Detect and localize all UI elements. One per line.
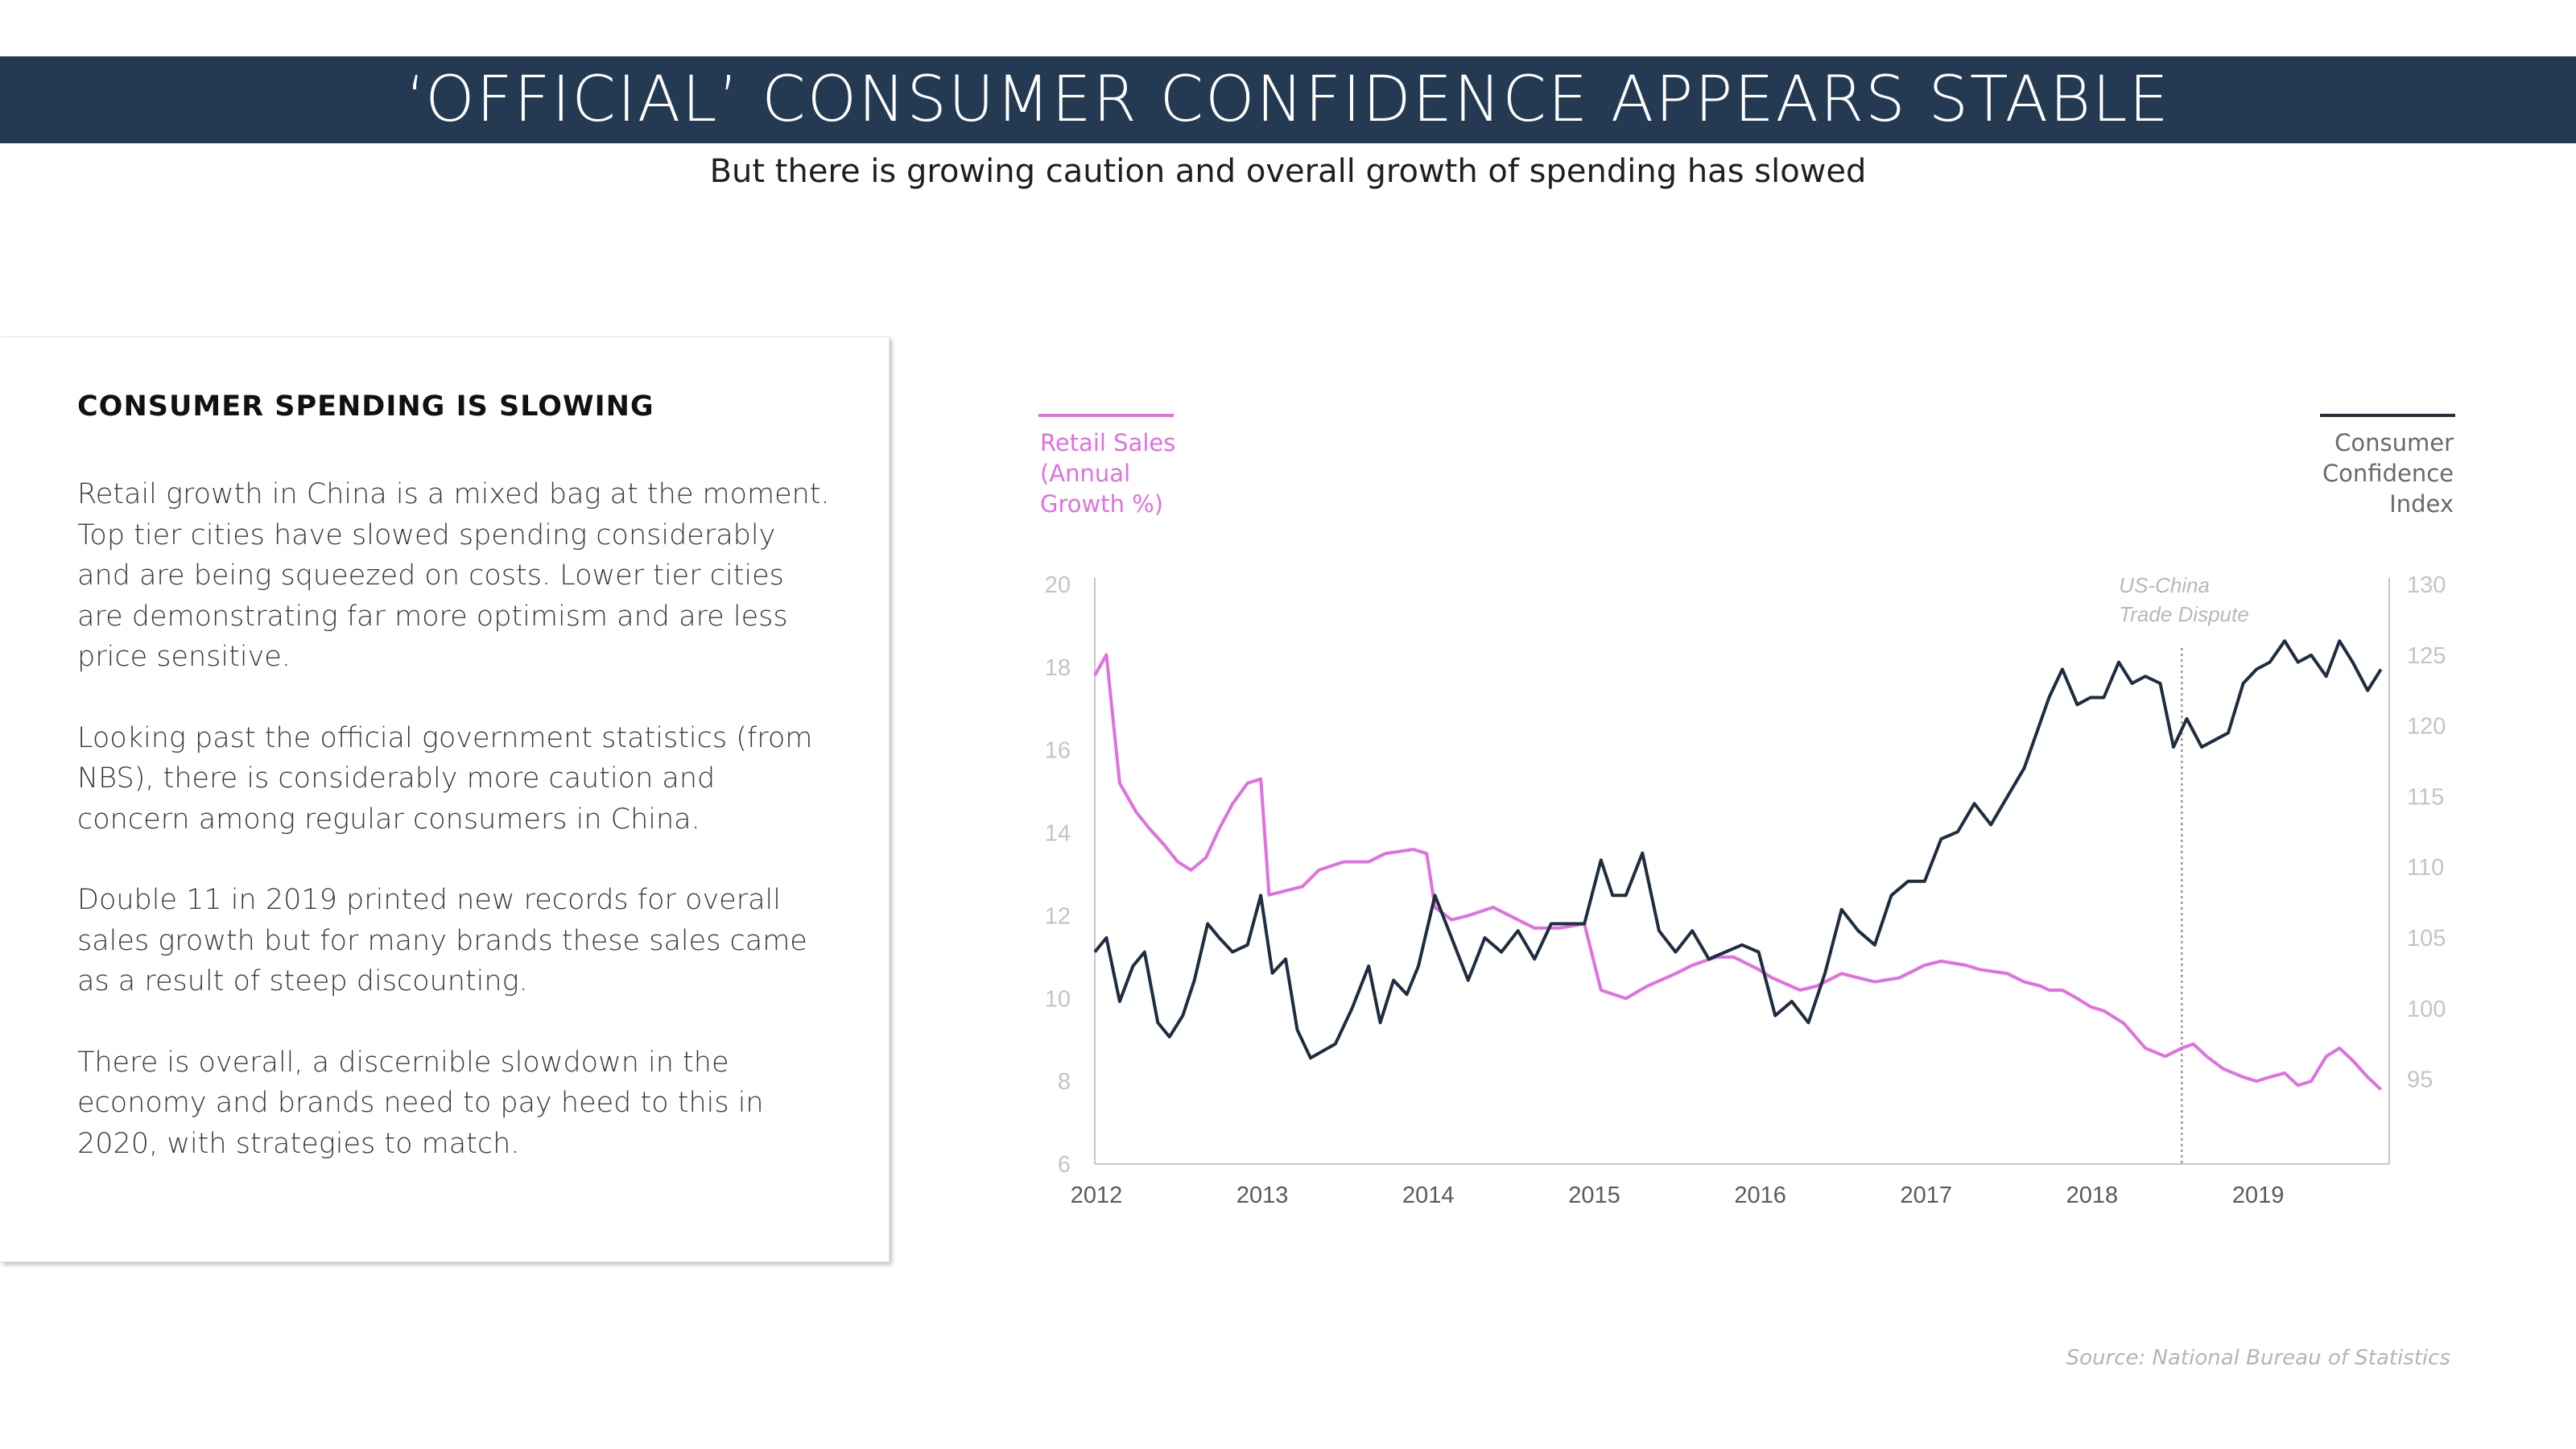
trade-dispute-label: Trade Dispute (2119, 602, 2248, 626)
y-left-tick-label: 16 (1045, 738, 1071, 764)
y-left-tick-label: 14 (1045, 821, 1071, 847)
legend-label-confidence: Index (2389, 490, 2454, 518)
card-paragraph: There is overall, a discernible slowdown… (77, 1046, 764, 1160)
y-right-tick-label: 110 (2407, 855, 2444, 881)
card-paragraph: Looking past the official government sta… (77, 721, 813, 836)
y-left-tick-label: 8 (1058, 1069, 1071, 1095)
title-banner: ‘OFFICIAL’ CONSUMER CONFIDENCE APPEARS S… (0, 56, 2576, 143)
legend-label-retail: Retail Sales (1040, 429, 1175, 456)
x-tick-label: 2017 (1901, 1183, 1953, 1208)
x-tick-label: 2018 (2066, 1183, 2119, 1208)
x-tick-label: 2015 (1568, 1183, 1620, 1208)
x-tick-label: 2012 (1071, 1183, 1123, 1208)
legend-label-retail: (Annual (1040, 460, 1130, 487)
x-tick-label: 2019 (2232, 1183, 2285, 1208)
legend-label-confidence: Consumer (2334, 429, 2454, 456)
retail-sales-line (1093, 653, 2383, 1091)
legend-label-confidence: Confidence (2322, 460, 2454, 487)
trade-dispute-label: US-China (2119, 573, 2210, 597)
y-left-tick-label: 18 (1045, 655, 1071, 681)
info-card: CONSUMER SPENDING IS SLOWING Retail grow… (0, 336, 890, 1262)
page-title: ‘OFFICIAL’ CONSUMER CONFIDENCE APPEARS S… (406, 64, 2170, 136)
y-right-tick-label: 95 (2407, 1067, 2433, 1093)
x-tick-label: 2014 (1402, 1183, 1455, 1208)
x-tick-label: 2013 (1236, 1183, 1289, 1208)
y-right-tick-label: 100 (2407, 997, 2446, 1022)
line-chart: Retail Sales (Annual Growth %) Consumer Conf… (1038, 414, 2455, 1208)
y-right-tick-label: 125 (2407, 643, 2446, 669)
y-left-tick-label: 20 (1045, 572, 1071, 598)
y-right-tick-label: 105 (2407, 926, 2446, 952)
chart-area: Retail Sales (Annual Growth %) Consumer Conf… (998, 386, 2512, 1272)
y-right-tick-label: 120 (2407, 714, 2446, 740)
y-right-tick-label: 115 (2407, 784, 2444, 810)
y-left-tick-label: 6 (1058, 1152, 1071, 1178)
card-paragraph: Retail growth in China is a mixed bag at… (77, 478, 830, 673)
x-tick-label: 2016 (1734, 1183, 1786, 1208)
y-left-tick-label: 10 (1045, 986, 1071, 1012)
page-subtitle: But there is growing caution and overall… (709, 153, 1867, 190)
legend-label-retail: Growth %) (1040, 490, 1163, 518)
card-body: Retail growth in China is a mixed bag at… (77, 474, 834, 1204)
consumer-confidence-line (1093, 639, 2383, 1060)
y-left-tick-label: 12 (1045, 903, 1071, 929)
card-heading: CONSUMER SPENDING IS SLOWING (77, 390, 654, 423)
card-paragraph: Double 11 in 2019 printed new records fo… (77, 884, 807, 997)
y-right-tick-label: 130 (2407, 572, 2446, 598)
source-note: Source: National Bureau of Statistics (2066, 1346, 2450, 1370)
